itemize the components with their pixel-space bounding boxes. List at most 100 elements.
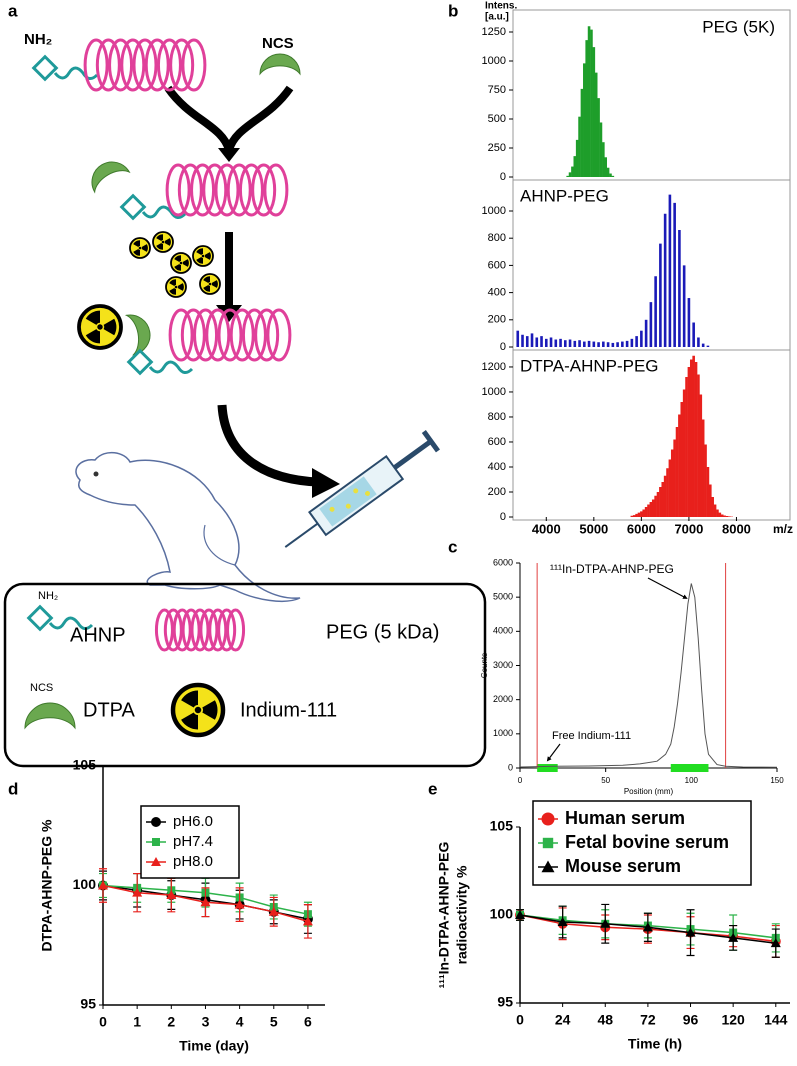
x-tick-label: 1 (133, 1014, 141, 1030)
peg-coil (169, 38, 195, 92)
y-axis-label: [a.u.] (485, 12, 509, 23)
radiation-blade (181, 690, 198, 708)
y-axis-label: ¹¹¹In-DTPA-AHNP-PEG (436, 842, 452, 989)
dtpa (259, 53, 301, 76)
legend-label: Fetal bovine serum (565, 832, 729, 852)
marker (600, 918, 611, 928)
radiation-blade (141, 244, 148, 252)
ahnp-chain (53, 66, 99, 80)
dtpa (24, 702, 76, 730)
y-tick-label: 1250 (482, 26, 506, 38)
marker (770, 938, 781, 948)
peg-coil (214, 163, 240, 217)
chart-title: AHNP-PEG (520, 186, 609, 205)
x-tick-label: 6 (304, 1014, 312, 1030)
y-tick-label: 2000 (493, 694, 513, 704)
y-tick-label: 0 (500, 511, 506, 523)
marker (685, 927, 696, 937)
peg-coil (168, 308, 194, 362)
needle (284, 522, 319, 548)
region (537, 764, 558, 772)
x-tick-label: 120 (721, 1012, 745, 1028)
radiation-center (194, 706, 202, 714)
mouse-eye (93, 471, 99, 477)
y-tick-label: 800 (488, 232, 506, 244)
x-tick-label: 48 (597, 1012, 613, 1028)
y-tick-label: 1200 (482, 361, 506, 373)
nh2-label: NH₂ (24, 31, 52, 48)
marker (541, 860, 555, 873)
arrow-head (312, 468, 340, 498)
panel-label: a (8, 1, 18, 20)
ahnp (26, 604, 54, 632)
legend-box (532, 800, 752, 886)
y-tick-label: 95 (497, 994, 513, 1010)
radiation-blade (133, 249, 140, 256)
mouse (75, 451, 301, 603)
ahnp-chain (48, 616, 94, 630)
y-tick-label: 0 (500, 341, 506, 353)
annotation: ¹¹¹In-DTPA-AHNP-PEG (550, 562, 674, 576)
x-tick-label: 7000 (674, 521, 703, 536)
radiation-center (97, 324, 103, 330)
radiation-blade (196, 257, 203, 264)
panel-label: b (448, 1, 458, 20)
peg-coil (180, 308, 206, 362)
marker (542, 837, 554, 849)
x-tick-label: 8000 (722, 521, 751, 536)
y-tick-label: 200 (488, 486, 506, 498)
marker (151, 857, 161, 866)
marker (166, 890, 177, 900)
y-tick-label: 3000 (493, 660, 513, 670)
peg-coil (229, 308, 255, 362)
peg-coil (163, 608, 183, 652)
legend-text: AHNP (70, 624, 126, 646)
mouse-leg (203, 524, 236, 566)
merge-arrow (164, 85, 294, 152)
marker (515, 910, 525, 919)
annotation-arrow (647, 577, 688, 599)
radiation-center (201, 254, 205, 258)
radiation-center (174, 285, 178, 289)
syringe (284, 430, 440, 548)
scheme (3, 38, 487, 768)
ncs-label: NCS (262, 35, 294, 52)
radiation-blade (196, 248, 203, 255)
marker (98, 880, 108, 890)
y-tick-label: 6000 (493, 557, 513, 567)
x-tick-label: 50 (601, 776, 610, 785)
peg-coil (83, 38, 109, 92)
series-line (519, 583, 778, 768)
peg-coil (177, 163, 203, 217)
ahnp-chain (148, 360, 194, 374)
curved-arrow (217, 404, 319, 487)
x-tick-label: 96 (683, 1012, 699, 1028)
marker (200, 897, 211, 907)
radiation-blade (203, 276, 210, 283)
peg-coil (172, 608, 192, 652)
peg-coil (181, 608, 201, 652)
x-tick-label: 72 (640, 1012, 656, 1028)
y-axis-label: Intens. (485, 1, 517, 12)
x-tick-label: 0 (518, 776, 523, 785)
legend-text: Indium-111 (240, 699, 337, 721)
peg-coil (108, 38, 134, 92)
y-tick-label: 0 (508, 762, 513, 772)
syringe-liquid (319, 476, 377, 527)
peg-coil (190, 608, 210, 652)
radiation-blade (182, 259, 189, 267)
marker (541, 812, 555, 826)
x-tick-label: 6000 (627, 521, 656, 536)
plot-frame (512, 349, 791, 521)
peg-coil (202, 163, 228, 217)
peg-coil (266, 308, 292, 362)
y-tick-label: 1000 (482, 205, 506, 217)
x-tick-label: 5000 (579, 521, 608, 536)
y-tick-label: 1000 (493, 728, 513, 738)
legend-label: Mouse serum (565, 856, 681, 876)
radiation-center (208, 282, 212, 286)
dot (345, 503, 351, 509)
marker (302, 916, 313, 926)
legend-tag: NH₂ (38, 590, 58, 602)
